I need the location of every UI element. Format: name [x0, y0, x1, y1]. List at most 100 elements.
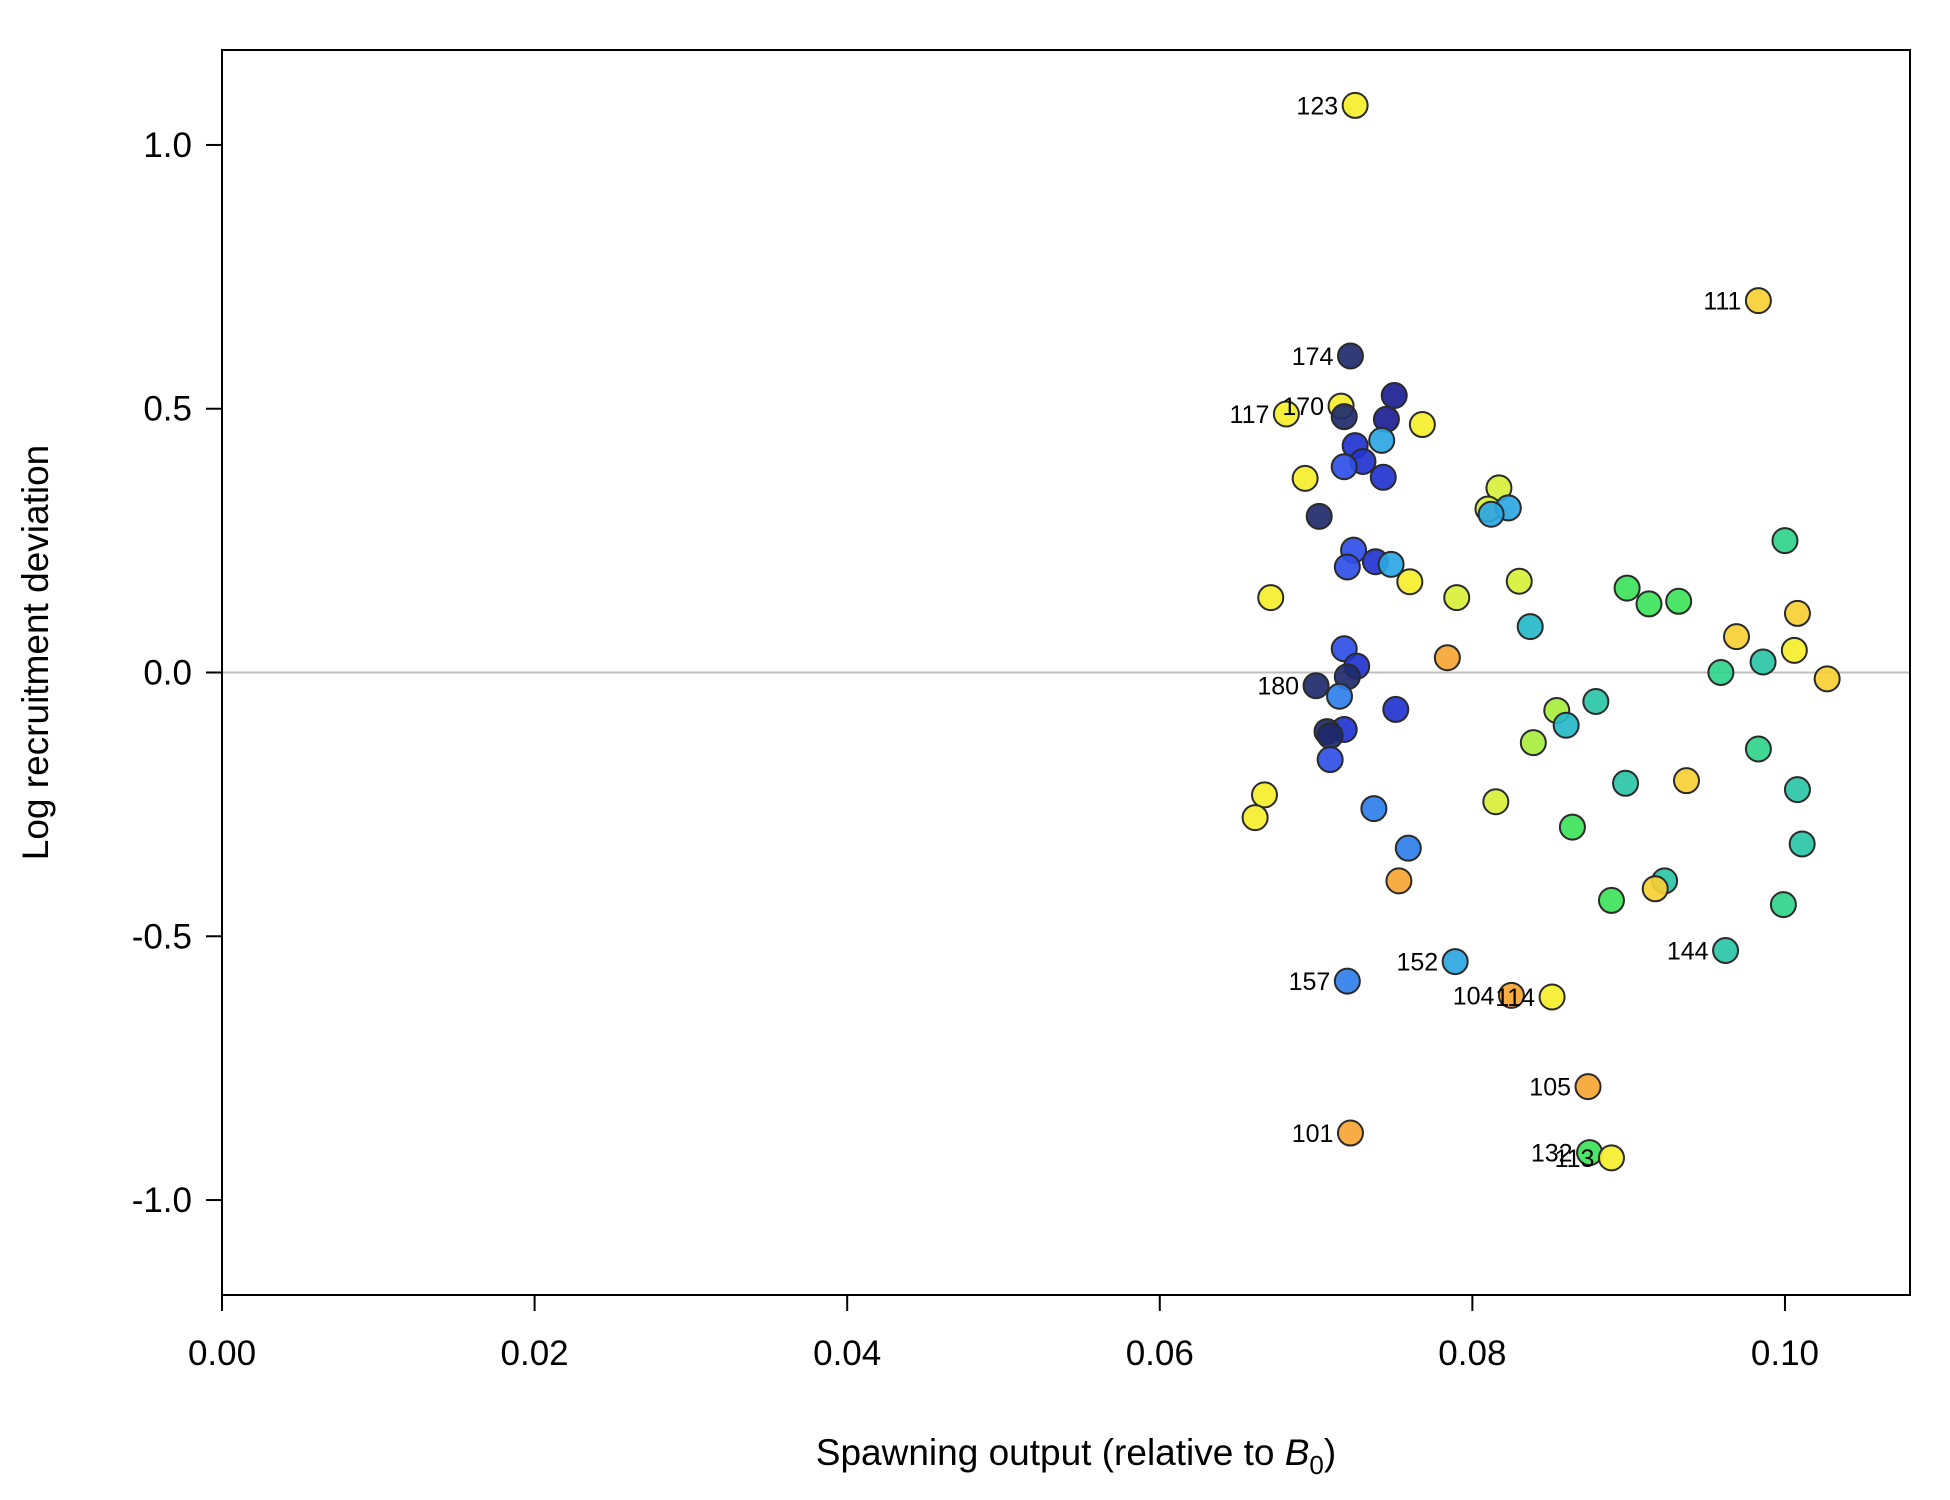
y-tick-label: 1.0 — [143, 126, 192, 165]
point-label: 114 — [1495, 984, 1535, 1012]
data-point — [1552, 711, 1580, 739]
data-point — [1613, 574, 1641, 602]
point-label: 113 — [1555, 1145, 1595, 1173]
axis-layer: 0.00 0.02 0.04 0.06 0.08 0.10 -1.0 -0.5 0.0 0.5 1.… — [132, 126, 1819, 1373]
x-tick-label: 0.06 — [1126, 1334, 1194, 1373]
point-label: 170 — [1282, 393, 1324, 421]
data-point — [1516, 613, 1544, 641]
data-point — [1813, 665, 1841, 693]
point-label: 104 — [1453, 982, 1495, 1010]
plot-frame — [221, 49, 1911, 1296]
point-label: 174 — [1292, 343, 1334, 371]
x-axis-title-close: ) — [1324, 1432, 1336, 1473]
y-tick-label: -0.5 — [132, 917, 192, 956]
data-point — [1326, 682, 1354, 710]
x-tick-label: 0.10 — [1751, 1334, 1819, 1373]
point-label: 123 — [1296, 92, 1338, 120]
data-point — [1443, 584, 1471, 612]
data-point — [1538, 983, 1566, 1011]
data-point — [1369, 463, 1397, 491]
y-axis-title: Log recruitment deviation — [15, 445, 56, 860]
data-point — [1250, 781, 1278, 809]
data-point — [1408, 411, 1436, 439]
data-point — [1749, 648, 1777, 676]
x-tick-label: 0.02 — [501, 1334, 569, 1373]
data-point — [1672, 767, 1700, 795]
data-point — [1360, 795, 1388, 823]
data-point — [1744, 735, 1772, 763]
data-point — [1641, 875, 1669, 903]
data-point — [1305, 502, 1333, 530]
data-point — [1382, 695, 1410, 723]
point-label: 105 — [1529, 1074, 1571, 1102]
data-point — [1723, 623, 1751, 651]
data-point — [1505, 567, 1533, 595]
x-axis-title: Spawning output (relative to B0) — [816, 1432, 1336, 1480]
data-point — [1333, 553, 1361, 581]
data-point — [1612, 769, 1640, 797]
points-layer — [1241, 91, 1841, 1172]
data-point — [1330, 403, 1358, 431]
data-point — [1341, 91, 1369, 119]
data-point — [1744, 287, 1772, 315]
point-label: 101 — [1292, 1120, 1334, 1148]
data-point — [1316, 746, 1344, 774]
point-label: 152 — [1396, 949, 1438, 977]
data-point — [1385, 867, 1413, 895]
data-point — [1558, 813, 1586, 841]
x-tick-label: 0.04 — [813, 1334, 881, 1373]
y-tick-label: -1.0 — [132, 1181, 192, 1220]
data-point — [1394, 834, 1422, 862]
data-point — [1316, 722, 1344, 750]
data-point — [1441, 948, 1469, 976]
data-point — [1707, 659, 1735, 686]
point-label: 132 — [1531, 1140, 1573, 1168]
data-point — [1597, 886, 1625, 914]
data-point — [1597, 1144, 1625, 1172]
data-point — [1433, 644, 1461, 672]
data-point — [1574, 1073, 1602, 1101]
data-point — [1482, 788, 1510, 816]
point-label: 144 — [1667, 938, 1709, 966]
data-point — [1519, 729, 1547, 757]
data-point — [1788, 830, 1816, 858]
data-point — [1333, 967, 1361, 995]
data-point — [1302, 672, 1330, 700]
point-labels-layer: 123 111 174 170 117 180 144 152 157 104 114 105 101 1… — [1230, 92, 1742, 1172]
data-point — [1635, 590, 1663, 618]
data-point — [1477, 500, 1505, 528]
point-label: 157 — [1289, 968, 1331, 996]
data-point — [1241, 804, 1269, 832]
data-point — [1783, 599, 1811, 627]
x-axis-title-main: Spawning output (relative to — [816, 1432, 1285, 1473]
x-axis-title-italic: B — [1285, 1432, 1310, 1473]
data-point — [1771, 527, 1799, 555]
x-axis-title-subscript: 0 — [1309, 1450, 1323, 1480]
point-label: 117 — [1230, 401, 1270, 429]
data-point — [1780, 636, 1808, 664]
point-label: 111 — [1703, 288, 1741, 316]
data-point — [1380, 382, 1408, 410]
data-point — [1257, 584, 1285, 612]
data-point — [1497, 981, 1525, 1009]
x-tick-label: 0.00 — [188, 1334, 256, 1373]
point-label: 180 — [1257, 673, 1299, 701]
y-tick-label: 0.5 — [143, 390, 192, 429]
data-point — [1665, 587, 1693, 615]
data-point — [1336, 342, 1364, 370]
data-point — [1712, 937, 1740, 965]
y-tick-label: 0.0 — [143, 654, 192, 693]
data-point — [1330, 453, 1358, 481]
data-point — [1368, 426, 1396, 454]
data-point — [1783, 776, 1811, 804]
data-point — [1396, 568, 1424, 596]
data-point — [1769, 891, 1797, 919]
data-point — [1582, 688, 1610, 716]
data-point — [1272, 400, 1300, 428]
data-point — [1336, 1119, 1364, 1147]
data-point — [1377, 550, 1405, 578]
data-point — [1291, 464, 1319, 492]
x-tick-label: 0.08 — [1438, 1334, 1506, 1373]
